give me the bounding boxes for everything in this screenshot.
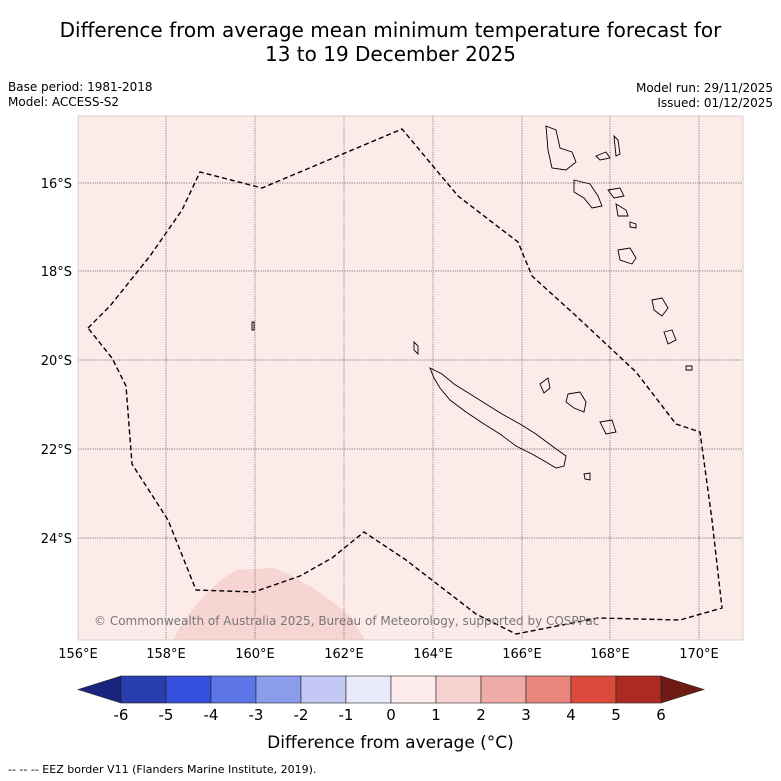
colorbar-swatch: [345, 675, 392, 704]
colorbar-swatch: [390, 675, 437, 704]
lon-label: 170°E: [679, 647, 719, 662]
colorbar-swatch: [480, 675, 527, 704]
colorbar-tick: 5: [611, 706, 621, 724]
colorbar-tick: 3: [521, 706, 531, 724]
colorbar-tick: -6: [114, 706, 129, 724]
colorbar-tick: -3: [249, 706, 264, 724]
colorbar-tick: -1: [339, 706, 354, 724]
lon-label: 158°E: [146, 647, 186, 662]
model-name: Model: ACCESS-S2: [8, 95, 120, 109]
eez-footnote: -- -- -- EEZ border V11 (Flanders Marine…: [8, 763, 317, 776]
colorbar: [76, 675, 706, 704]
title-line-1: Difference from average mean minimum tem…: [59, 18, 722, 42]
coastlines: [251, 125, 693, 481]
colorbar-swatch: [210, 675, 257, 704]
lon-label: 164°E: [413, 647, 453, 662]
lat-label: 22°S: [41, 443, 72, 458]
lat-label: 24°S: [41, 532, 72, 547]
lon-label: 162°E: [324, 647, 364, 662]
colorbar-extend-high: [660, 675, 706, 704]
colorbar-ticks: -6 -5 -4 -3 -2 -1 0 1 2 3 4 5 6: [114, 706, 666, 724]
new-caledonia-outline: [429, 367, 567, 469]
lon-label: 166°E: [502, 647, 542, 662]
meta-left: Base period: 1981-2018 Model: ACCESS-S2: [8, 80, 153, 110]
title-line-2: 13 to 19 December 2025: [264, 42, 516, 66]
colorbar-tick: 4: [566, 706, 576, 724]
model-run: Model run: 29/11/2025: [635, 81, 773, 95]
colorbar-tick: 0: [386, 706, 396, 724]
chart-title: Difference from average mean minimum tem…: [0, 18, 781, 66]
colorbar-swatch: [255, 675, 302, 704]
colorbar-tick: -5: [159, 706, 174, 724]
lat-label: 18°S: [41, 265, 72, 280]
lon-label: 156°E: [58, 647, 98, 662]
colorbar-swatch: [525, 675, 572, 704]
map-frame: [77, 115, 744, 641]
colorbar-tick: -4: [204, 706, 219, 724]
map-area: [78, 116, 743, 640]
latitude-labels: 16°S 18°S 20°S 22°S 24°S: [41, 177, 72, 547]
meta-right: Model run: 29/11/2025 Issued: 01/12/2025: [636, 81, 773, 111]
longitude-labels: 156°E 158°E 160°E 162°E 164°E 166°E 168°…: [58, 647, 719, 662]
colorbar-swatch: [165, 675, 212, 704]
colorbar-tick: -2: [294, 706, 309, 724]
lon-label: 168°E: [590, 647, 630, 662]
colorbar-tick: 1: [431, 706, 441, 724]
colorbar-swatch: [300, 675, 347, 704]
lat-label: 16°S: [41, 177, 72, 192]
colorbar-swatch: [570, 675, 617, 704]
lat-label: 20°S: [41, 354, 72, 369]
anomaly-area: [173, 568, 365, 640]
colorbar-swatch: [120, 675, 167, 704]
colorbar-swatch: [615, 675, 662, 704]
colorbar-tick: 6: [656, 706, 666, 724]
colorbar-tick: 2: [476, 706, 486, 724]
lon-label: 160°E: [235, 647, 275, 662]
gridlines: [78, 116, 743, 640]
issued-date: Issued: 01/12/2025: [657, 96, 773, 110]
eez-border: [87, 128, 723, 635]
colorbar-extend-low: [76, 675, 122, 704]
colorbar-swatch: [435, 675, 482, 704]
base-period: Base period: 1981-2018: [8, 80, 153, 94]
colorbar-label: Difference from average (°C): [267, 733, 514, 753]
copyright-text: © Commonwealth of Australia 2025, Bureau…: [94, 614, 599, 628]
